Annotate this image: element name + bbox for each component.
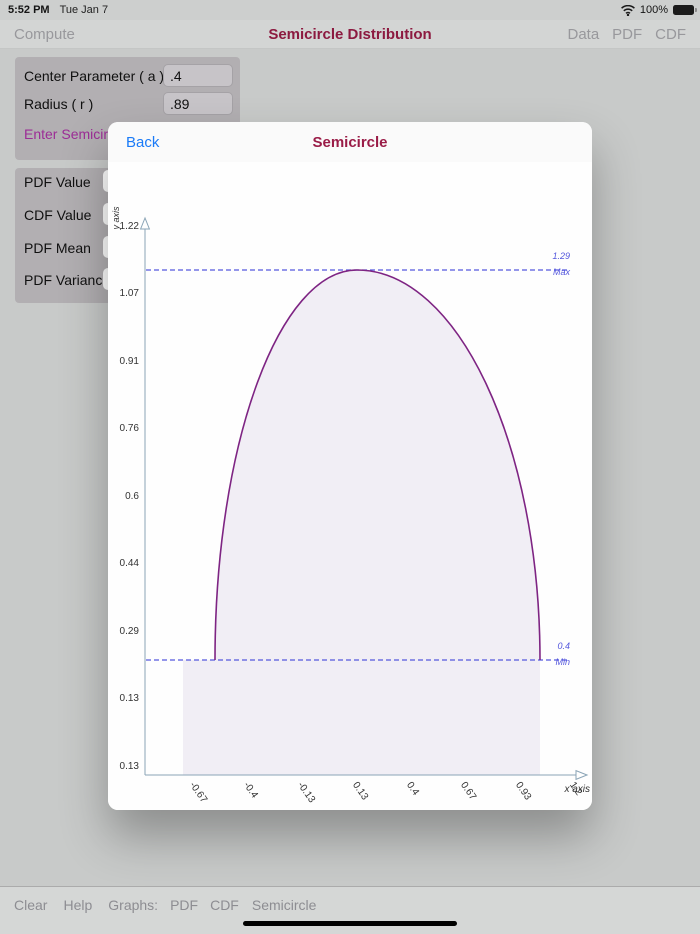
nav-bar: Compute Semicircle Distribution Data PDF… (0, 20, 700, 49)
y-tick: 0.29 (119, 626, 139, 637)
y-tick: 1.22 (119, 221, 139, 232)
pdf-mean-label: PDF Mean (24, 240, 91, 256)
pdf-curve (214, 269, 541, 661)
x-axis-arrow (575, 769, 589, 781)
semicircle-graph-modal: Back Semicircle y axis x axis 1.22 1.07 … (108, 122, 592, 810)
min-annotation: 0.4 Min (518, 641, 570, 667)
cdf-value-label: CDF Value (24, 207, 92, 223)
status-bar: 5:52 PM Tue Jan 7 100% (0, 0, 700, 20)
max-annotation: 1.29 Max (518, 251, 570, 277)
y-axis-arrow (139, 216, 151, 230)
y-tick: 0.13 (119, 761, 139, 772)
clock-date: Tue Jan 7 (59, 4, 109, 16)
battery-percent: 100% (639, 4, 668, 16)
y-tick: 0.44 (119, 558, 139, 569)
enter-semicircle-hint: Enter Semicircle (24, 126, 126, 142)
pdf-variance-label: PDF Variance (24, 272, 111, 288)
page-title: Semicircle Distribution (268, 25, 432, 43)
y-tick: 0.6 (125, 491, 139, 502)
pdf-button[interactable]: PDF (612, 25, 643, 43)
y-tick: 0.13 (119, 693, 139, 704)
min-label: Min (555, 657, 570, 667)
curve-fill (183, 270, 540, 775)
max-value: 1.29 (552, 251, 570, 261)
semicircle-graph-button[interactable]: Semicircle (251, 897, 317, 913)
data-button[interactable]: Data (567, 25, 600, 43)
chart-area: y axis x axis 1.22 1.07 0.91 0.76 0.6 0.… (108, 162, 592, 810)
compute-button[interactable]: Compute (14, 25, 75, 43)
battery-icon (673, 5, 697, 15)
x-axis-title: x axis (564, 784, 590, 795)
y-tick: 0.91 (119, 356, 139, 367)
radius-input[interactable] (163, 92, 233, 115)
modal-title: Semicircle (312, 133, 388, 151)
bottom-toolbar: Clear Help Graphs: PDF CDF Semicircle (0, 886, 700, 934)
y-tick: 1.07 (119, 288, 139, 299)
help-button[interactable]: Help (63, 897, 93, 913)
wifi-icon (620, 4, 635, 16)
radius-label: Radius ( r ) (24, 96, 94, 112)
clear-button[interactable]: Clear (14, 897, 48, 913)
center-parameter-input[interactable] (163, 64, 233, 87)
cdf-graph-button[interactable]: CDF (210, 897, 239, 913)
min-value: 0.4 (557, 641, 570, 651)
cdf-button[interactable]: CDF (655, 25, 686, 43)
home-indicator[interactable] (243, 921, 457, 926)
clock-time: 5:52 PM (8, 4, 50, 16)
y-tick: 0.76 (119, 423, 139, 434)
semicircle-chart (139, 216, 589, 781)
graphs-label: Graphs: (108, 897, 159, 913)
back-button[interactable]: Back (126, 133, 160, 151)
pdf-value-label: PDF Value (24, 174, 91, 190)
max-label: Max (552, 267, 570, 277)
center-parameter-label: Center Parameter ( a ) (24, 68, 165, 84)
modal-header: Back Semicircle (108, 122, 592, 163)
pdf-graph-button[interactable]: PDF (170, 897, 199, 913)
